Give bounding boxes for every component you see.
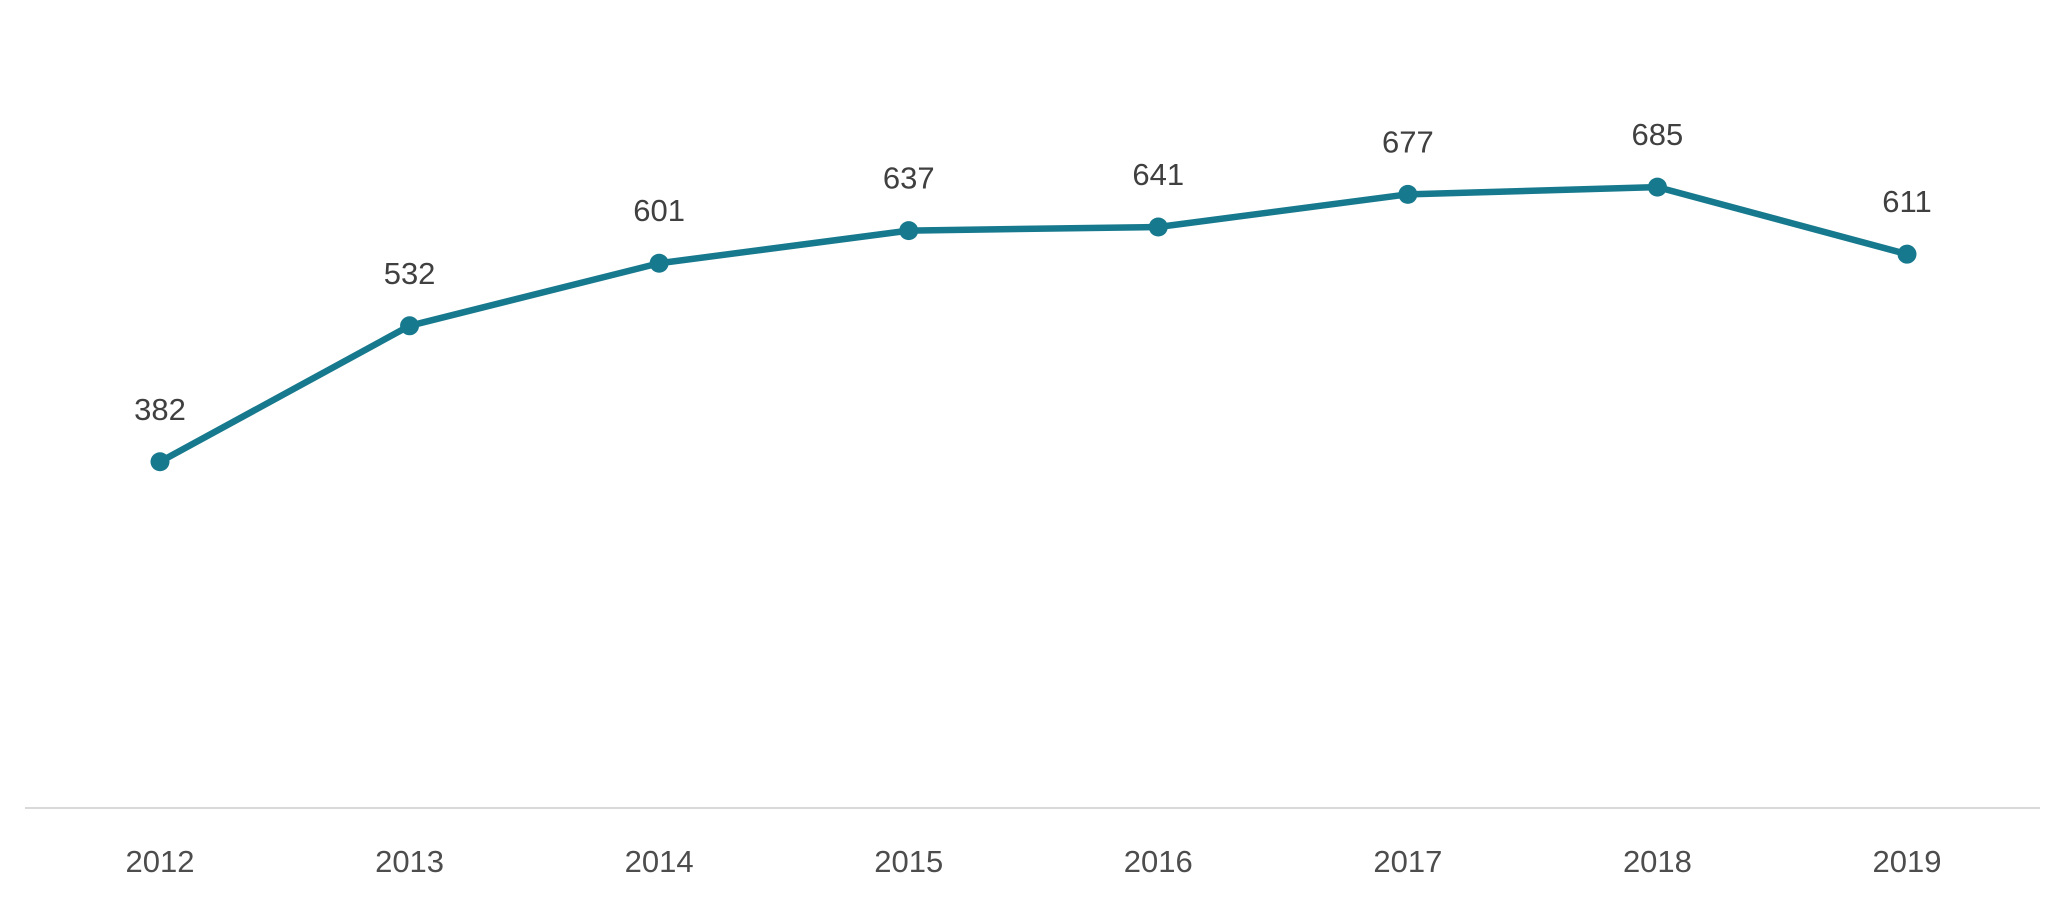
data-point-2012 [150,452,170,472]
data-point-2014 [649,253,669,273]
x-tick-label-2013: 2013 [375,844,444,879]
data-point-2013 [400,316,420,336]
data-label-2019: 611 [1882,184,1931,219]
data-point-2018 [1647,177,1667,197]
series-line [156,183,1911,466]
data-label-2018: 685 [1632,117,1684,152]
data-point-2016 [1148,217,1168,237]
data-point-2015 [899,221,919,241]
x-tick-label-2019: 2019 [1873,844,1942,879]
x-tick-label-2015: 2015 [874,844,943,879]
data-label-2017: 677 [1382,124,1434,159]
data-label-2016: 641 [1132,157,1184,192]
data-point-2019 [1897,244,1917,264]
data-label-2014: 601 [633,193,685,228]
x-tick-label-2016: 2016 [1124,844,1193,879]
x-tick-label-2018: 2018 [1623,844,1692,879]
data-label-2013: 532 [384,256,436,291]
x-tick-label-2012: 2012 [126,844,195,879]
data-label-2012: 382 [134,392,186,427]
data-label-2015: 637 [883,161,935,196]
x-tick-label-2017: 2017 [1373,844,1442,879]
data-point-2017 [1398,184,1418,204]
x-tick-label-2014: 2014 [625,844,694,879]
